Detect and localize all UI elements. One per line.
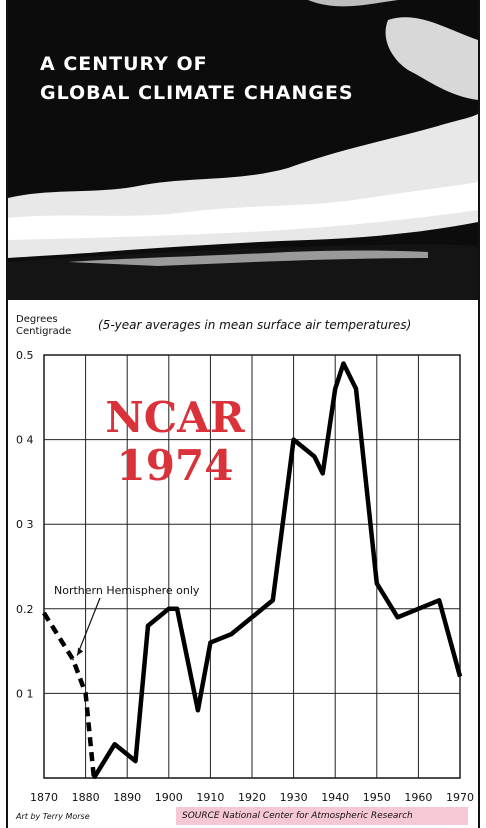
series-lines <box>42 361 463 780</box>
units-label: Degrees Centigrade <box>16 314 72 337</box>
annotation-arrowhead <box>77 647 84 656</box>
banner-title: A CENTURY OF GLOBAL CLIMATE CHANGES <box>40 53 354 104</box>
y-tick-label: 0 4 <box>16 434 34 447</box>
x-tick-label: 1970 <box>446 791 474 804</box>
x-tick-label: 1880 <box>72 791 100 804</box>
annotation-label: Northern Hemisphere only <box>54 584 200 597</box>
chart-subtitle: (5-year averages in mean surface air tem… <box>98 318 412 332</box>
data-point <box>176 608 178 610</box>
annotation-leader <box>76 597 101 656</box>
data-point <box>376 582 378 585</box>
x-tick-label: 1890 <box>113 791 141 804</box>
x-tick-labels: 1870 1880 1890 1900 1910 1920 1930 1940 1950 1960… <box>30 791 474 804</box>
data-point <box>355 388 357 390</box>
data-point <box>342 362 345 365</box>
data-point <box>292 438 295 441</box>
gridlines <box>43 354 461 779</box>
data-point <box>72 658 74 661</box>
x-tick-label: 1950 <box>363 791 391 804</box>
data-point <box>134 760 137 762</box>
data-point <box>147 624 149 627</box>
x-tick-label: 1960 <box>404 791 432 804</box>
data-point <box>168 608 170 610</box>
data-point <box>396 616 399 619</box>
series-line-dashed <box>42 611 97 779</box>
data-point <box>209 641 212 644</box>
data-point <box>93 777 95 779</box>
data-point <box>417 608 420 610</box>
x-tick-label: 1910 <box>196 791 224 804</box>
x-tick-label: 1900 <box>155 791 183 804</box>
source-note: SOURCE National Center for Atmospheric R… <box>176 807 468 825</box>
x-tick-label: 1920 <box>238 791 266 804</box>
data-point <box>230 633 232 635</box>
data-point <box>113 743 116 745</box>
series-line-solid <box>91 361 463 780</box>
y-tick-label: 0 3 <box>16 518 34 531</box>
x-tick-label: 1930 <box>280 791 308 804</box>
data-point <box>334 388 337 390</box>
data-point <box>438 599 441 602</box>
art-credit: Art by Terry Morse <box>16 812 90 821</box>
ncar-stamp: NCAR 1974 <box>105 393 245 490</box>
data-point <box>43 612 45 614</box>
x-tick-label: 1940 <box>321 791 349 804</box>
data-point <box>197 709 199 712</box>
data-point <box>321 472 324 475</box>
data-point <box>313 455 316 458</box>
y-tick-labels: 0 1 0.2 0 3 0 4 0.5 <box>16 349 34 700</box>
data-point <box>272 599 274 602</box>
y-tick-label: 0 1 <box>16 687 34 700</box>
data-point <box>459 675 461 678</box>
data-point <box>84 692 87 695</box>
annotations: Northern Hemisphere only <box>54 584 200 656</box>
banner-photo <box>8 0 478 300</box>
x-tick-label: 1870 <box>30 791 58 804</box>
y-tick-label: 0.2 <box>16 603 34 616</box>
data-point <box>251 616 253 619</box>
y-tick-label: 0.5 <box>16 349 34 362</box>
